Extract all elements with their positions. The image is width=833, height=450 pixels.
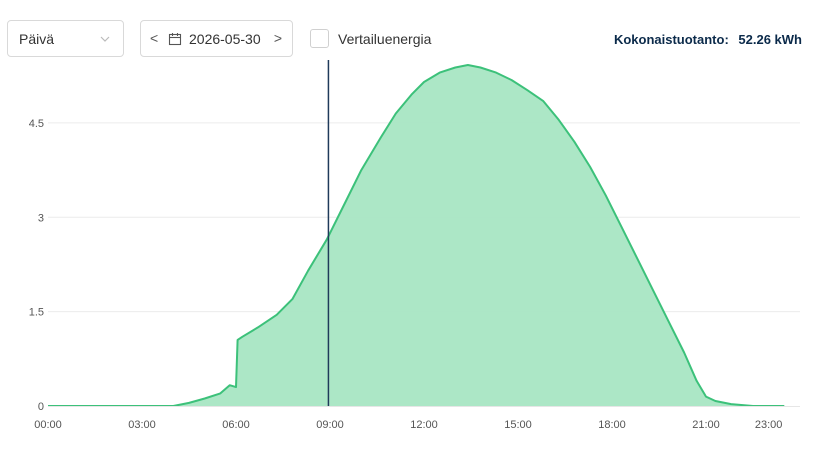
- compare-energy-checkbox[interactable]: [310, 29, 329, 48]
- x-tick-label: 21:00: [692, 419, 720, 431]
- x-axis-ticks: 00:00 03:00 06:00 09:00 12:00 15:00 18:00 21:00…: [34, 419, 782, 431]
- prev-day-button[interactable]: <: [150, 30, 159, 46]
- period-select-value: Päivä: [19, 31, 55, 47]
- date-picker[interactable]: < 2026-05-30 >: [140, 20, 293, 57]
- x-tick-label: 06:00: [222, 419, 250, 431]
- y-tick-label: 1.5: [29, 307, 44, 319]
- chevron-down-icon: [100, 36, 110, 42]
- compare-energy-label: Vertailuenergia: [338, 31, 432, 47]
- total-production: Kokonaistuotanto: 52.26 kWh: [614, 32, 802, 47]
- next-day-button[interactable]: >: [273, 30, 282, 46]
- period-select[interactable]: Päivä: [7, 20, 124, 57]
- y-tick-label: 0: [38, 401, 44, 413]
- calendar-icon: [168, 33, 182, 46]
- production-line: [48, 64, 785, 407]
- total-production-value: 52.26 kWh: [738, 32, 802, 47]
- x-tick-label: 12:00: [410, 419, 438, 431]
- y-tick-label: 4.5: [29, 118, 44, 130]
- y-axis-ticks: 0 1.5 3 4.5: [29, 118, 44, 413]
- x-tick-label: 03:00: [128, 419, 156, 431]
- toolbar: Päivä < 2026-05-30 > Vertailuenergia Kok…: [0, 0, 833, 70]
- x-tick-label: 23:00: [755, 419, 783, 431]
- total-production-label: Kokonaistuotanto:: [613, 32, 729, 47]
- x-tick-label: 09:00: [316, 419, 344, 431]
- production-area: [48, 65, 785, 406]
- x-tick-label: 00:00: [34, 419, 62, 431]
- x-tick-label: 18:00: [598, 419, 626, 431]
- x-tick-label: 15:00: [504, 419, 532, 431]
- date-value: 2026-05-30: [189, 31, 261, 47]
- y-tick-label: 3: [38, 212, 44, 224]
